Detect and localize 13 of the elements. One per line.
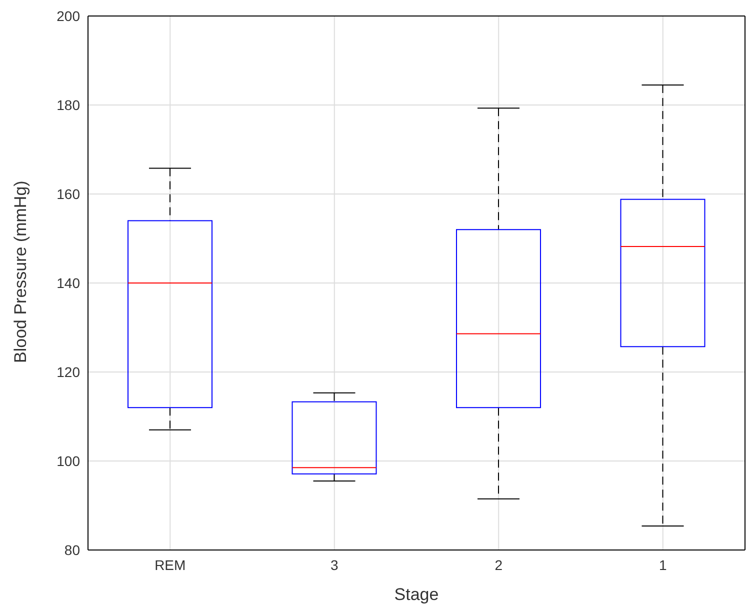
y-tick-label: 120 <box>56 364 80 380</box>
y-tick-label: 100 <box>56 452 80 469</box>
x-tick-label: 2 <box>494 556 503 573</box>
y-tick-label: 180 <box>56 96 80 113</box>
y-tick-label: 160 <box>56 186 80 202</box>
x-axis-title: Stage <box>394 585 439 604</box>
x-tick-label: 1 <box>658 556 667 573</box>
y-tick-label: 200 <box>56 8 80 24</box>
x-tick-label: 3 <box>330 556 338 573</box>
y-axis-title: Blood Pressure (mmHg) <box>11 180 30 363</box>
x-tick-label: REM <box>154 556 186 573</box>
y-tick-label: 140 <box>56 274 80 291</box>
y-tick-label: 80 <box>64 542 80 558</box>
